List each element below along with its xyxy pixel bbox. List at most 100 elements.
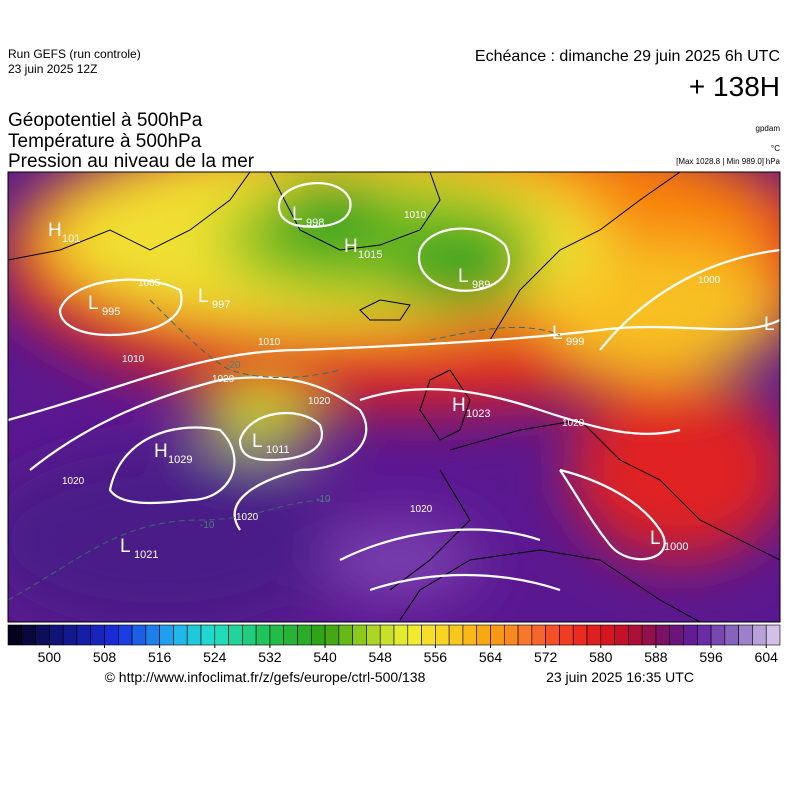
center-kind: L [120,536,131,557]
isobar-label: 1020 [212,374,235,385]
colorbar-tick-label: 508 [93,649,117,665]
center-value: 1029 [168,454,192,466]
colorbar-swatch [752,624,767,646]
colorbar-swatch [117,624,133,646]
colorbar-tick-label: 604 [755,649,779,665]
isobar-label: 1020 [410,504,433,515]
center-value: 999 [566,336,584,348]
unit: °C [771,144,780,153]
colorbar-tick-label: 516 [148,649,172,665]
colorbar-swatch [379,624,395,646]
center-value: 101 [62,233,80,245]
colorbar-swatch [393,624,409,646]
colorbar-swatch [242,624,257,646]
colorbar-swatch [490,624,505,646]
colorbar: 500 508 516 524 532 540 548 556 564 572 580 588 596 6… [7,624,781,665]
colorbar-swatch [517,624,533,646]
colorbar-swatch [407,624,422,646]
center-value: 1000 [664,541,688,553]
echeance: Echéance : dimanche 29 juin 2025 6h UTC [475,48,780,65]
colorbar-swatch [255,624,271,646]
center-value: 1023 [466,408,490,420]
unit: hPa [766,157,781,166]
colorbar-swatch [683,624,698,646]
colorbar-swatch [324,624,340,646]
center-value: 995 [102,306,120,318]
colorbar-tick-label: 524 [203,649,227,665]
lead-time: + 138H [689,71,780,102]
isobar-label: 1010 [258,337,281,348]
colorbar-swatch [655,624,671,646]
center-kind: H [48,220,62,241]
colorbar-swatch [62,624,78,646]
colorbar-swatch [600,624,615,646]
colorbar-swatch [7,624,23,646]
colorbar-swatch [531,624,546,646]
colorbar-swatch [628,624,643,646]
isobar-label: 1005 [138,278,161,289]
center-value: 1011 [266,444,290,456]
colorbar-swatch [503,624,519,646]
title: Géopotentiel à 500hPa [8,110,203,131]
center-kind: L [458,266,469,287]
map [8,172,780,622]
colorbar-swatch [352,624,367,646]
isobar-label: 1020 [236,512,259,523]
colorbar-tick-label: 548 [369,649,393,665]
center-value: 989 [472,279,490,291]
colorbar-swatch [228,624,243,646]
colorbar-swatch [131,624,147,646]
isobar-label: 1020 [562,418,585,429]
colorbar-swatch [297,624,312,646]
colorbar-swatch [366,624,381,646]
center-kind: L [650,528,661,549]
colorbar-swatch [200,624,216,646]
colorbar-swatch [338,624,353,646]
run-date: 23 juin 2025 12Z [8,62,97,76]
colorbar-tick-label: 580 [589,649,613,665]
colorbar-swatch [283,624,298,646]
temperature-label: -10 [316,494,331,505]
center-kind: L [764,314,775,335]
colorbar-swatch [421,624,436,646]
colorbar-swatch [90,624,105,646]
center-kind: L [88,293,99,314]
colorbar-tick-label: 540 [313,649,337,665]
run: Run GEFS (run controle) [8,47,141,61]
minmax: [Max 1028.8 | Min 989.0] [676,157,764,166]
colorbar-tick-label: 556 [424,649,448,665]
generated-date: 23 juin 2025 16:35 UTC [546,669,694,685]
colorbar-tick-label: 564 [479,649,503,665]
colorbar-swatch [559,624,574,646]
colorbar-swatch [145,624,160,646]
colorbar-tick-label: 588 [644,649,668,665]
colorbar-swatch [641,624,657,646]
colorbar-swatch [696,624,712,646]
colorbar-swatch [269,624,285,646]
colorbar-swatch [435,624,450,646]
center-kind: H [154,441,168,462]
center-kind: L [292,204,303,225]
colorbar-swatch [186,624,202,646]
colorbar-swatch [76,624,92,646]
center-value: 1015 [358,249,382,261]
colorbar-swatch [724,624,739,646]
colorbar-swatch [35,624,50,646]
colorbar-swatch [49,624,64,646]
temperature-label: -20 [226,360,241,371]
center-kind: L [552,323,563,344]
center-kind: L [198,286,209,307]
isobar-label: 1020 [62,476,85,487]
center-value: 997 [212,299,230,311]
colorbar-swatch [669,624,684,646]
colorbar-tick-label: 500 [38,649,62,665]
colorbar-swatch [765,624,781,646]
colorbar-swatch [476,624,491,646]
center-kind: H [452,395,466,416]
colorbar-swatch [545,624,560,646]
title: Température à 500hPa [8,131,202,152]
colorbar-swatch [586,624,602,646]
center-value: 998 [306,217,324,229]
isobar-label: 1010 [122,354,145,365]
